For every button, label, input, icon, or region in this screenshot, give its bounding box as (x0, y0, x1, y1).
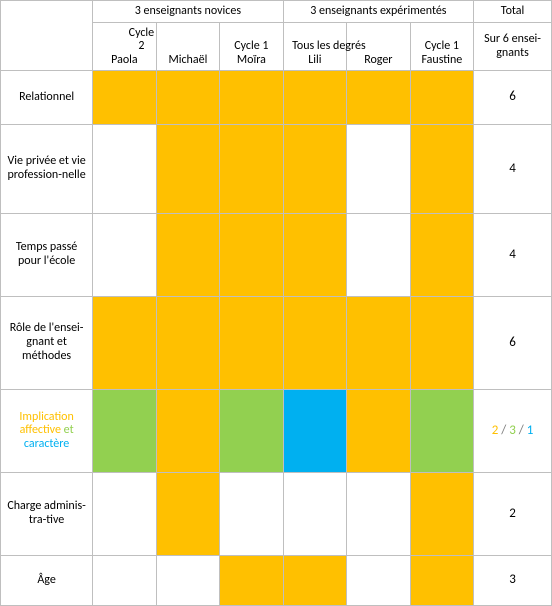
data-cell (347, 390, 410, 473)
row-label: Relationnel (1, 71, 93, 125)
table-row: Relationnel 6 (1, 71, 552, 125)
data-cell (93, 124, 156, 213)
data-cell (410, 71, 473, 125)
data-cell (283, 473, 346, 556)
data-cell (410, 390, 473, 473)
data-cell (347, 473, 410, 556)
data-cell (220, 297, 283, 390)
data-cell (410, 297, 473, 390)
header-paola: Cycle 2 Paola (93, 23, 156, 71)
name-roger: Roger (364, 53, 392, 67)
header-total-sub: Sur 6 ensei- gnants (474, 23, 552, 71)
header-novices: 3 enseignants novices (93, 1, 283, 23)
data-cell (156, 124, 219, 213)
row-label: Âge (1, 556, 93, 606)
table-row: Rôle de l'ensei-gnant et méthodes 6 (1, 297, 552, 390)
header-row-groups: 3 enseignants novices 3 enseignants expé… (1, 1, 552, 23)
table-row: Vie privée et vie profession-nelle 4 (1, 124, 552, 213)
data-cell (283, 71, 346, 125)
data-cell (283, 556, 346, 606)
data-cell (347, 297, 410, 390)
name-lili: Lili (308, 54, 321, 68)
cycle1-label-expert: Cycle 1 (425, 40, 459, 54)
row-label: Charge adminis-tra-tive (1, 473, 93, 556)
header-lili: Tous les degrés Lili (283, 23, 346, 71)
data-cell (410, 124, 473, 213)
row-label: Vie privée et vie profession-nelle (1, 124, 93, 213)
name-michael: Michaël (168, 53, 207, 67)
name-faustine: Faustine (421, 54, 462, 68)
cycle2-label: Cycle 2 (129, 27, 154, 55)
header-experts: 3 enseignants expérimentés (283, 1, 473, 23)
data-cell (93, 297, 156, 390)
table-row: Âge 3 (1, 556, 552, 606)
total-cell: 6 (474, 71, 552, 125)
row-label: Rôle de l'ensei-gnant et méthodes (1, 297, 93, 390)
alldeg-label: Tous les degrés (292, 40, 366, 54)
total-cell: 3 (474, 556, 552, 606)
data-cell (156, 71, 219, 125)
table-container: 3 enseignants novices 3 enseignants expé… (0, 0, 552, 606)
table-row: Charge adminis-tra-tive 2 (1, 473, 552, 556)
data-cell (283, 124, 346, 213)
cycle1-label-novice: Cycle 1 (234, 40, 268, 54)
name-paola: Paola (111, 54, 138, 68)
data-cell (347, 556, 410, 606)
total-cell: 4 (474, 214, 552, 297)
data-cell (93, 556, 156, 606)
data-cell (156, 556, 219, 606)
data-cell (93, 390, 156, 473)
data-cell (410, 556, 473, 606)
table-row: Temps passé pour l'école 4 (1, 214, 552, 297)
data-cell (283, 214, 346, 297)
row-label: Temps passé pour l'école (1, 214, 93, 297)
data-cell (220, 71, 283, 125)
total-cell: 2 / 3 / 1 (474, 390, 552, 473)
data-cell (220, 473, 283, 556)
data-cell (410, 473, 473, 556)
total-cell: 4 (474, 124, 552, 213)
header-michael: Michaël (156, 23, 219, 71)
data-cell (220, 124, 283, 213)
data-cell (347, 124, 410, 213)
data-cell (156, 214, 219, 297)
data-cell (347, 214, 410, 297)
data-cell (156, 297, 219, 390)
header-total: Total (474, 1, 552, 23)
header-moira: Cycle 1 Moïra (220, 23, 283, 71)
data-cell (93, 71, 156, 125)
total-cell: 6 (474, 297, 552, 390)
data-cell (220, 390, 283, 473)
data-cell (347, 71, 410, 125)
data-cell (410, 214, 473, 297)
total-cell: 2 (474, 473, 552, 556)
table-row: Implicationaffective etcaractère 2 / 3 / … (1, 390, 552, 473)
data-cell (93, 214, 156, 297)
table-body: Relationnel6Vie privée et vie profession… (1, 71, 552, 606)
data-cell (220, 556, 283, 606)
name-moira: Moïra (237, 54, 266, 68)
data-cell (156, 390, 219, 473)
corner-cell (1, 1, 93, 71)
data-table: 3 enseignants novices 3 enseignants expé… (0, 0, 552, 606)
header-faustine: Cycle 1 Faustine (410, 23, 473, 71)
data-cell (283, 390, 346, 473)
data-cell (93, 473, 156, 556)
data-cell (283, 297, 346, 390)
data-cell (220, 214, 283, 297)
row-label: Implicationaffective etcaractère (1, 390, 93, 473)
data-cell (156, 473, 219, 556)
